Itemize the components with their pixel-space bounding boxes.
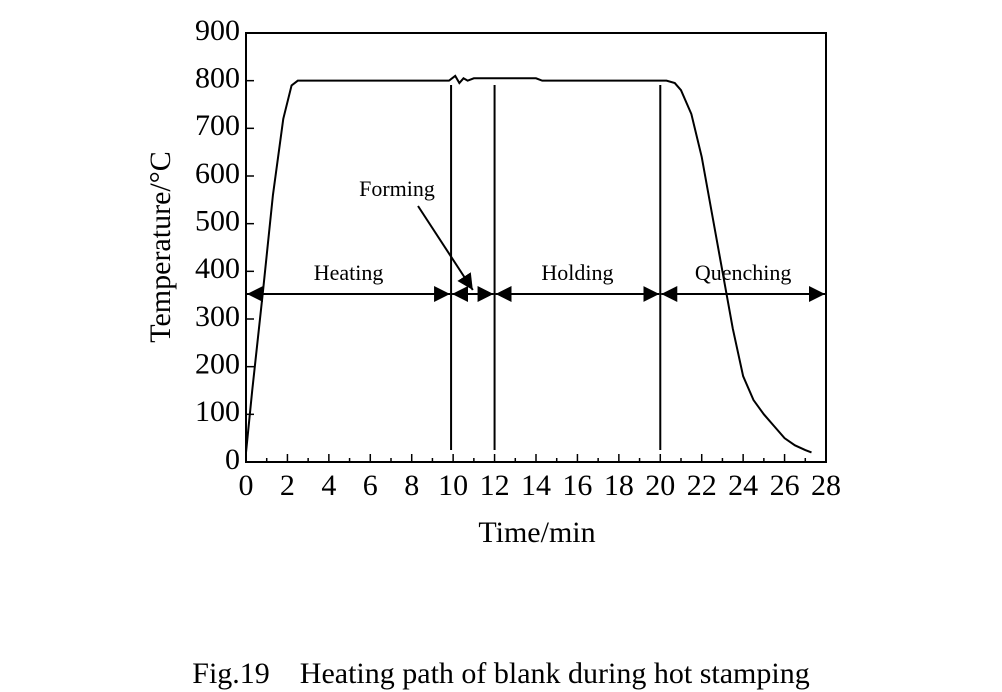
x-tick-label: 14 [521, 469, 551, 502]
phase-label: Quenching [695, 260, 792, 285]
x-tick-label: 4 [321, 469, 336, 502]
x-tick-label: 10 [438, 469, 468, 502]
x-tick-label: 0 [239, 469, 254, 502]
x-tick-label: 2 [280, 469, 295, 502]
x-tick-label: 8 [404, 469, 419, 502]
phase-label: Forming [359, 176, 435, 201]
caption: Fig.19 Heating path of blank during hot … [192, 657, 809, 690]
plot-frame [245, 32, 827, 463]
y-tick-label: 900 [195, 14, 240, 47]
y-tick-label: 300 [195, 300, 240, 333]
phase-label: Heating [314, 260, 384, 285]
x-tick-label: 24 [728, 469, 758, 502]
y-tick-label: 200 [195, 348, 240, 381]
y-tick-label: 100 [195, 395, 240, 428]
y-tick-label: 500 [195, 205, 240, 238]
x-tick-label: 18 [604, 469, 634, 502]
y-axis-title: Temperature/°C [144, 151, 177, 342]
x-tick-label: 12 [480, 469, 510, 502]
y-tick-label: 400 [195, 252, 240, 285]
x-tick-label: 20 [645, 469, 675, 502]
data-line [245, 74, 812, 454]
x-axis-title: Time/min [478, 516, 595, 549]
phase-label: Holding [541, 260, 613, 285]
x-tick-label: 28 [811, 469, 841, 502]
x-tick-label: 6 [363, 469, 378, 502]
y-tick-label: 800 [195, 62, 240, 95]
x-tick-label: 26 [770, 469, 800, 502]
x-tick-label: 16 [562, 469, 592, 502]
annotation-arrow [417, 205, 474, 291]
y-tick-label: 700 [195, 109, 240, 142]
y-tick-label: 600 [195, 157, 240, 190]
y-tick-label: 0 [225, 443, 240, 476]
x-tick-label: 22 [687, 469, 717, 502]
